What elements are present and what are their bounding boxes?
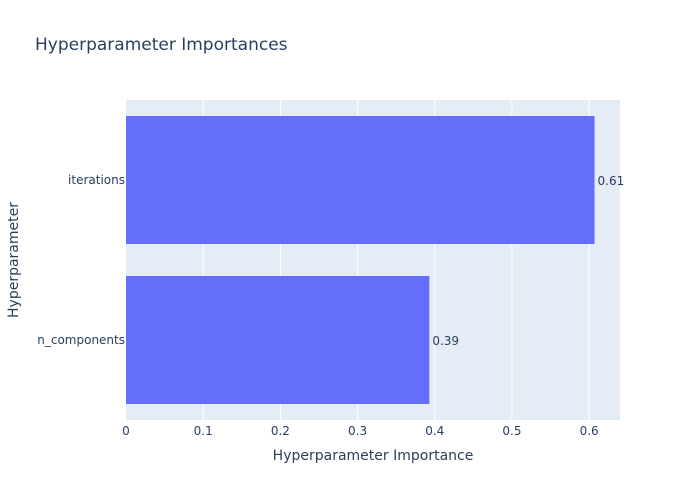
bars — [126, 116, 595, 404]
x-tick-label: 0.3 — [348, 424, 367, 438]
bar-iterations[interactable] — [126, 116, 595, 244]
x-tick-label: 0.5 — [502, 424, 521, 438]
x-tick-label: 0.6 — [580, 424, 599, 438]
x-tick-label: 0 — [122, 424, 130, 438]
data-label: 0.61 — [598, 174, 625, 188]
x-tick-label: 0.1 — [194, 424, 213, 438]
y-tick-label: n_components — [37, 333, 125, 347]
data-label: 0.39 — [432, 334, 459, 348]
x-tick-label: 0.2 — [271, 424, 290, 438]
chart-title: Hyperparameter Importances — [35, 35, 288, 55]
bar-n-components[interactable] — [126, 276, 430, 404]
y-axis-ticks: iterations n_components — [37, 173, 125, 347]
y-tick-label: iterations — [68, 173, 125, 187]
x-tick-label: 0.4 — [425, 424, 444, 438]
y-axis-title: Hyperparameter — [6, 202, 22, 318]
x-axis-title: Hyperparameter Importance — [273, 448, 474, 464]
x-axis-ticks: 0 0.1 0.2 0.3 0.4 0.5 0.6 — [122, 424, 598, 438]
data-labels: 0.61 0.39 — [432, 174, 624, 348]
